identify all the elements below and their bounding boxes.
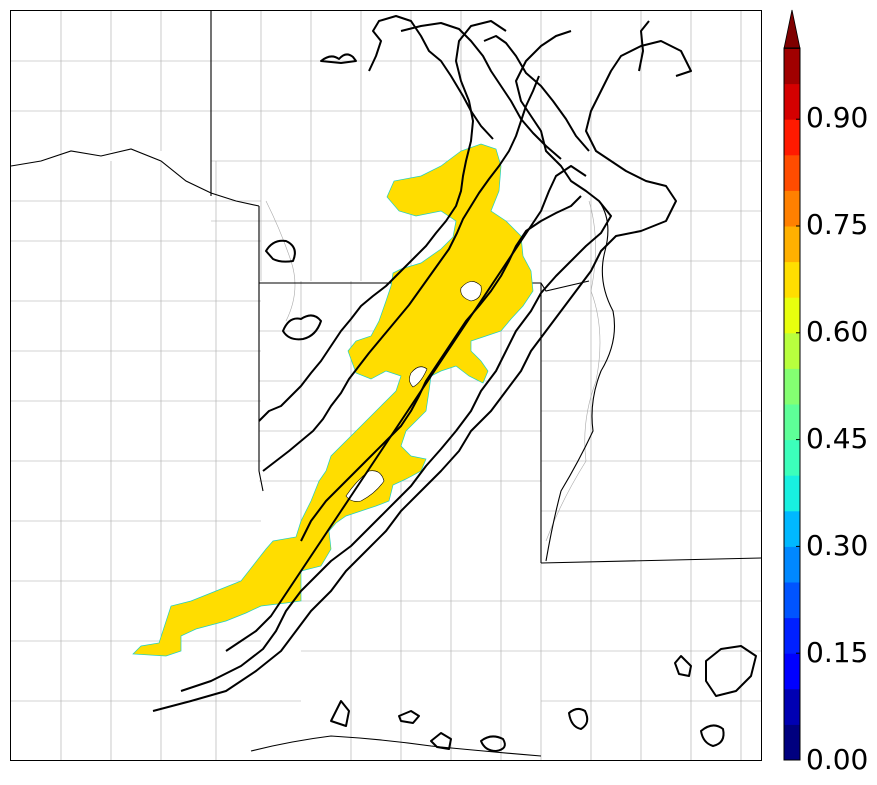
colorbar-level xyxy=(784,439,800,476)
colorbar-level xyxy=(784,510,800,547)
colorbar-level xyxy=(784,404,800,441)
colorbar-tick-label: 0.30 xyxy=(806,529,869,562)
colorbar-level xyxy=(784,226,800,263)
colorbar-level xyxy=(784,724,800,761)
colorbar-tick-label: 0.60 xyxy=(806,315,869,348)
colorbar-level xyxy=(784,475,800,512)
map-canvas xyxy=(11,11,761,760)
colorbar-outline xyxy=(783,47,801,761)
colorbar-level xyxy=(784,83,800,120)
colorbar-level xyxy=(784,48,800,85)
colorbar-tick-label: 0.90 xyxy=(806,101,869,134)
colorbar-level xyxy=(784,617,800,654)
colorbar-tick-label: 0.00 xyxy=(806,743,869,776)
colorbar xyxy=(783,9,801,761)
colorbar-level xyxy=(784,582,800,619)
colorbar-level xyxy=(784,653,800,690)
colorbar-level xyxy=(784,688,800,725)
county-boundaries xyxy=(11,11,761,760)
colorbar-level xyxy=(784,154,800,191)
state-boundaries xyxy=(11,11,761,757)
map-panel xyxy=(10,10,762,761)
colorbar-level xyxy=(784,190,800,227)
colorbar-tick-label: 0.45 xyxy=(806,422,869,455)
colorbar-level xyxy=(784,332,800,369)
contour-lines xyxy=(152,15,757,752)
colorbar-extend-arrow xyxy=(783,9,801,49)
colorbar-tick-label: 0.75 xyxy=(806,208,869,241)
colorbar-level xyxy=(784,297,800,334)
colorbar-tick-label: 0.15 xyxy=(806,636,869,669)
colorbar-level xyxy=(784,261,800,298)
colorbar-level xyxy=(784,546,800,583)
colorbar-level xyxy=(784,368,800,405)
colorbar-level xyxy=(784,119,800,156)
